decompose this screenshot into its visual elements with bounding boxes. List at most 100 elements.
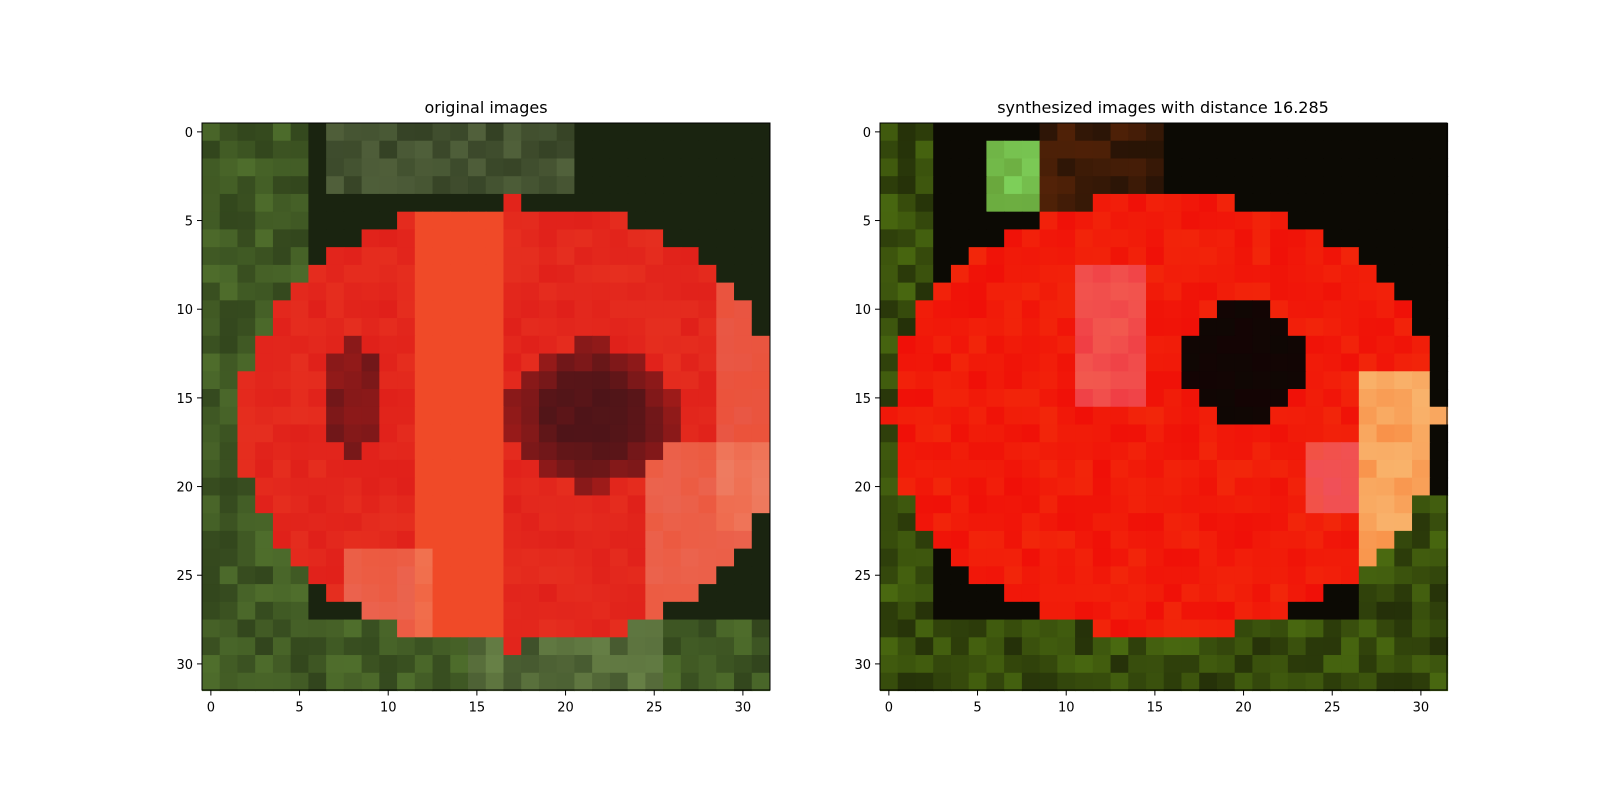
pixel-cell — [308, 495, 327, 514]
pixel-cell — [663, 495, 682, 514]
pixel-cell — [379, 247, 398, 266]
pixel-cell — [1394, 123, 1413, 142]
pixel-cell — [1146, 300, 1165, 319]
pixel-cell — [308, 530, 327, 550]
pixel-cell — [880, 229, 899, 248]
pixel-cell — [397, 371, 416, 390]
pixel-cell — [432, 637, 451, 656]
pixel-cell — [915, 318, 934, 337]
pixel-cell — [950, 442, 970, 461]
y-tick-label: 20 — [854, 481, 871, 496]
pixel-cell — [290, 300, 309, 319]
pixel-cell — [751, 247, 771, 266]
pixel-cell — [645, 530, 664, 550]
pixel-cell — [237, 601, 256, 621]
pixel-cell — [343, 389, 363, 408]
pixel-cell — [609, 530, 629, 550]
pixel-cell — [1057, 158, 1076, 177]
pixel-cell — [1004, 282, 1023, 301]
pixel-cell — [503, 264, 522, 284]
pixel-cell — [255, 371, 274, 390]
pixel-cell — [450, 335, 469, 355]
pixel-cell — [734, 300, 753, 319]
pixel-cell — [734, 353, 753, 372]
pixel-cell — [1181, 300, 1200, 319]
pixel-cell — [450, 637, 469, 656]
pixel-cell — [468, 282, 487, 301]
pixel-cell — [237, 176, 256, 195]
pixel-cell — [1287, 282, 1307, 301]
pixel-cell — [1270, 459, 1289, 479]
pixel-cell — [574, 389, 593, 408]
pixel-cell — [574, 530, 593, 550]
pixel-cell — [574, 123, 593, 142]
pixel-cell — [1110, 584, 1129, 603]
panel-original: original images 0 5 10 15 20 25 30 05101520253… — [176, 98, 771, 716]
pixel-cell — [716, 211, 735, 230]
pixel-cell — [716, 282, 735, 301]
pixel-cell — [968, 300, 987, 319]
pixel-cell — [379, 140, 398, 160]
pixel-cell — [272, 442, 292, 461]
pixel-cell — [950, 247, 970, 266]
pixel-cell — [1146, 389, 1165, 408]
pixel-cell — [716, 406, 735, 426]
pixel-cell — [680, 123, 700, 142]
pixel-cell — [1412, 530, 1431, 550]
pixel-cell — [1110, 495, 1129, 514]
pixel-cell — [272, 672, 292, 692]
pixel-cell — [915, 353, 934, 372]
pixel-cell — [450, 477, 469, 497]
pixel-cell — [1376, 264, 1395, 284]
pixel-cell — [1163, 601, 1183, 621]
pixel-cell — [468, 477, 487, 497]
pixel-cell — [503, 619, 522, 638]
pixel-cell — [880, 442, 899, 461]
pixel-cell — [734, 655, 753, 674]
pixel-cell — [255, 619, 274, 638]
pixel-cell — [1323, 548, 1342, 567]
pixel-cell — [1341, 264, 1360, 284]
pixel-cell — [1341, 318, 1360, 337]
pixel-cell — [1004, 584, 1023, 603]
pixel-cell — [1057, 530, 1076, 550]
pixel-cell — [1429, 548, 1449, 567]
pixel-cell — [1287, 637, 1307, 656]
pixel-cell — [538, 300, 558, 319]
pixel-cell — [1075, 459, 1094, 479]
pixel-cell — [645, 123, 664, 142]
pixel-cell — [343, 176, 363, 195]
pixel-cell — [592, 247, 611, 266]
pixel-cell — [1110, 637, 1129, 656]
pixel-cell — [698, 193, 717, 213]
pixel-cell — [521, 264, 540, 284]
pixel-cell — [1216, 672, 1236, 692]
pixel-cell — [1341, 442, 1360, 461]
pixel-cell — [1163, 229, 1183, 248]
pixel-cell — [698, 619, 717, 638]
pixel-cell — [645, 513, 664, 532]
pixel-cell — [698, 406, 717, 426]
pixel-cell — [627, 300, 646, 319]
pixel-cell — [1110, 353, 1129, 372]
pixel-cell — [1216, 229, 1236, 248]
pixel-cell — [968, 176, 987, 195]
pixel-cell — [538, 371, 558, 390]
pixel-cell — [237, 442, 256, 461]
pixel-cell — [397, 193, 416, 213]
pixel-cell — [716, 193, 735, 213]
pixel-cell — [716, 123, 735, 142]
pixel-cell — [1252, 389, 1271, 408]
pixel-cell — [1305, 300, 1324, 319]
pixel-cell — [968, 371, 987, 390]
pixel-cell — [1305, 406, 1324, 426]
pixel-cell — [698, 158, 717, 177]
pixel-cell — [414, 655, 434, 674]
pixel-cell — [1146, 477, 1165, 497]
pixel-cell — [1429, 601, 1449, 621]
pixel-cell — [1252, 176, 1271, 195]
pixel-cell — [663, 424, 682, 443]
pixel-cell — [1412, 672, 1431, 692]
pixel-cell — [1181, 584, 1200, 603]
pixel-cell — [1287, 672, 1307, 692]
